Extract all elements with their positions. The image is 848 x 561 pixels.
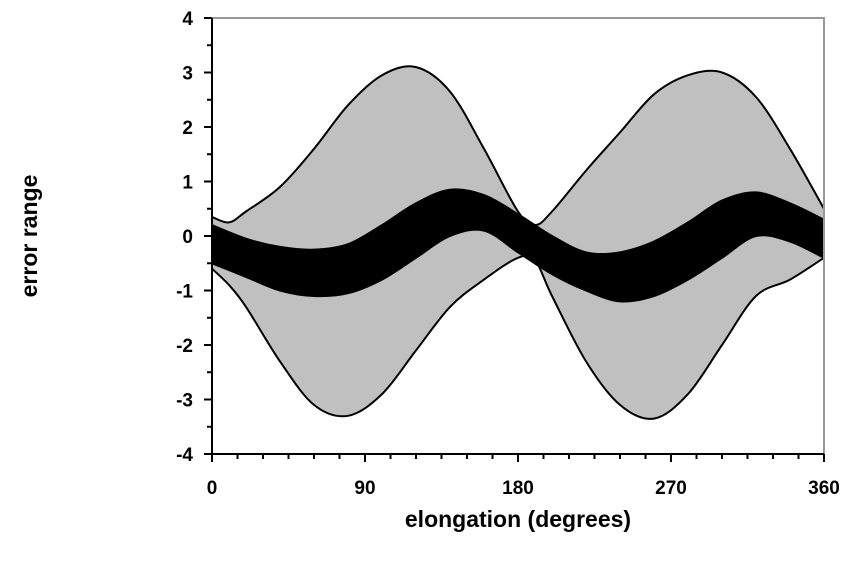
- band-0-upper-edge: [211, 65, 825, 227]
- x-tick-label: 0: [207, 478, 218, 499]
- y-tick-label: 4: [182, 9, 193, 30]
- band-1-lower-edge: [211, 228, 825, 303]
- band-1-area: [212, 189, 824, 302]
- y-tick-label: 0: [182, 227, 193, 248]
- y-tick-label: -3: [176, 391, 193, 412]
- x-tick-label: 270: [655, 478, 687, 499]
- y-tick-label: 3: [182, 64, 193, 85]
- x-axis-title: elongation (degrees): [405, 506, 631, 532]
- y-tick-label: -2: [176, 336, 193, 357]
- y-tick-label: -1: [176, 282, 193, 303]
- y-axis-title: error range: [16, 175, 42, 298]
- x-tick-label: 180: [502, 478, 534, 499]
- band-1-upper-edge: [211, 188, 825, 256]
- band-0-lower-edge: [211, 254, 825, 420]
- ticks-layer: [204, 17, 825, 462]
- x-tick-label: 90: [354, 478, 375, 499]
- y-tick-label: -4: [176, 445, 193, 466]
- tick-labels-layer: 4 3 2 1 0 -1 -2 -3 -4 0 90 180 270 360: [176, 9, 840, 499]
- x-tick-label: 360: [808, 478, 840, 499]
- y-tick-label: 2: [182, 118, 193, 139]
- bands-layer: [211, 65, 825, 420]
- y-tick-label: 1: [182, 173, 193, 194]
